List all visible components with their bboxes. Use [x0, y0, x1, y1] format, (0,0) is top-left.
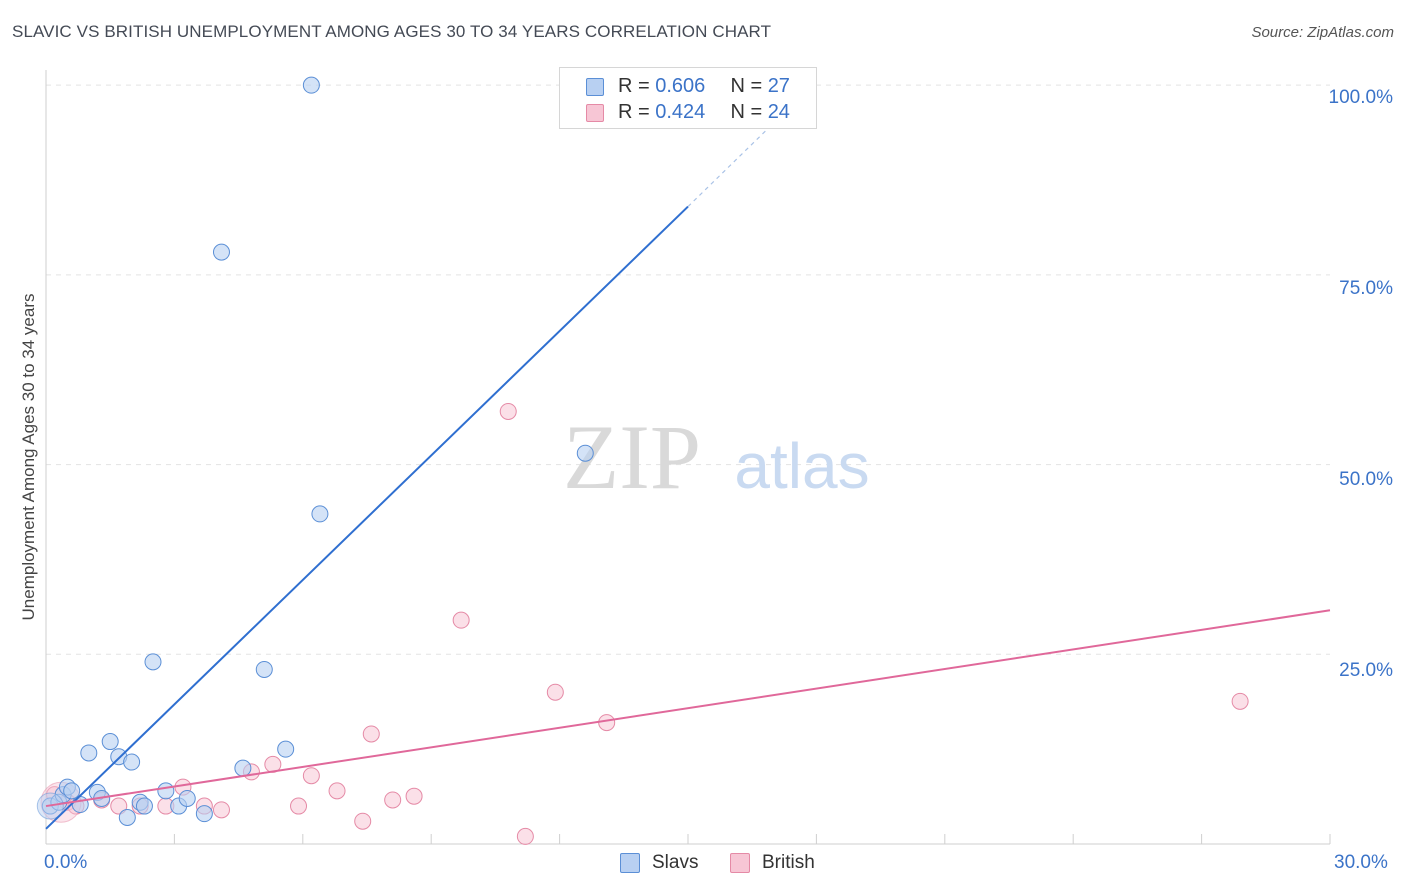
- slavs-legend-swatch: [620, 853, 640, 873]
- source-label: Source: ZipAtlas.com: [1251, 24, 1394, 41]
- british-point-18[interactable]: [405, 787, 423, 805]
- y-tick-75: 75.0%: [1339, 278, 1393, 299]
- slavs-point-11[interactable]: [123, 753, 141, 771]
- british-point-9[interactable]: [212, 801, 230, 819]
- y-tick-50: 50.0%: [1339, 469, 1393, 490]
- stats-legend: R = 0.606 N = 27 R = 0.424 N = 24: [559, 67, 817, 129]
- british-point-23[interactable]: [598, 714, 616, 732]
- n-label: N =: [730, 101, 768, 123]
- british-point-4[interactable]: [110, 797, 128, 815]
- slavs-point-20[interactable]: [212, 243, 230, 261]
- n-value-slavs: 27: [767, 75, 790, 97]
- slavs-point-12[interactable]: [118, 808, 136, 826]
- british-trend-line: [45, 609, 1331, 808]
- british-point-19[interactable]: [452, 611, 470, 629]
- british-point-17[interactable]: [384, 791, 402, 809]
- r-label: R =: [618, 75, 656, 97]
- slavs-point-16[interactable]: [157, 782, 175, 800]
- axes: [45, 70, 1331, 845]
- slavs-point-18[interactable]: [178, 789, 196, 807]
- slavs-point-23[interactable]: [277, 740, 295, 758]
- british-point-24[interactable]: [1231, 692, 1249, 710]
- slavs-point-24[interactable]: [302, 76, 320, 94]
- slavs-point-4[interactable]: [63, 782, 81, 800]
- slavs-point-14[interactable]: [135, 797, 153, 815]
- slavs-swatch: [586, 78, 604, 96]
- n-value-british: 24: [767, 101, 790, 123]
- watermark-atlas: atlas: [734, 430, 869, 502]
- watermark: ZIP atlas: [563, 406, 870, 508]
- y-tick-100: 100.0%: [1328, 87, 1393, 108]
- slavs-point-21[interactable]: [234, 759, 252, 777]
- british-swatch: [586, 104, 604, 122]
- n-label: N =: [730, 75, 768, 97]
- slavs-trend-line: [45, 205, 689, 830]
- british-legend-swatch: [730, 853, 750, 873]
- british-point-14[interactable]: [328, 782, 346, 800]
- chart-title: SLAVIC VS BRITISH UNEMPLOYMENT AMONG AGE…: [12, 22, 772, 41]
- r-value-british: 0.424: [655, 101, 706, 123]
- slavs-point-26[interactable]: [576, 444, 594, 462]
- r-label: R =: [618, 101, 656, 123]
- slavs-point-15[interactable]: [144, 653, 162, 671]
- british-point-16[interactable]: [362, 725, 380, 743]
- slavs-point-5[interactable]: [71, 796, 89, 814]
- x-tick-min: 0.0%: [44, 852, 88, 873]
- x-tick-max: 30.0%: [1334, 852, 1388, 873]
- grid-lines: [46, 84, 1330, 655]
- british-point-21[interactable]: [516, 827, 534, 845]
- british-point-13[interactable]: [302, 767, 320, 785]
- slavs-point-22[interactable]: [255, 660, 273, 678]
- slavs-legend-label: Slavs: [652, 852, 699, 873]
- slavs-point-9[interactable]: [101, 733, 119, 751]
- trend-lines: [45, 80, 1331, 830]
- british-point-15[interactable]: [354, 812, 372, 830]
- british-point-20[interactable]: [499, 402, 517, 420]
- y-axis-label: Unemployment Among Ages 30 to 34 years: [19, 293, 38, 621]
- british-point-22[interactable]: [546, 683, 564, 701]
- slavs-point-25[interactable]: [311, 505, 329, 523]
- slavs-trend-extension: [687, 80, 817, 208]
- slavs-point-19[interactable]: [195, 805, 213, 823]
- british-legend-label: British: [762, 852, 815, 873]
- r-value-slavs: 0.606: [655, 75, 706, 97]
- y-tick-25: 25.0%: [1339, 660, 1393, 681]
- british-point-12[interactable]: [290, 797, 308, 815]
- slavs-point-6[interactable]: [80, 744, 98, 762]
- slavs-points: [36, 76, 594, 826]
